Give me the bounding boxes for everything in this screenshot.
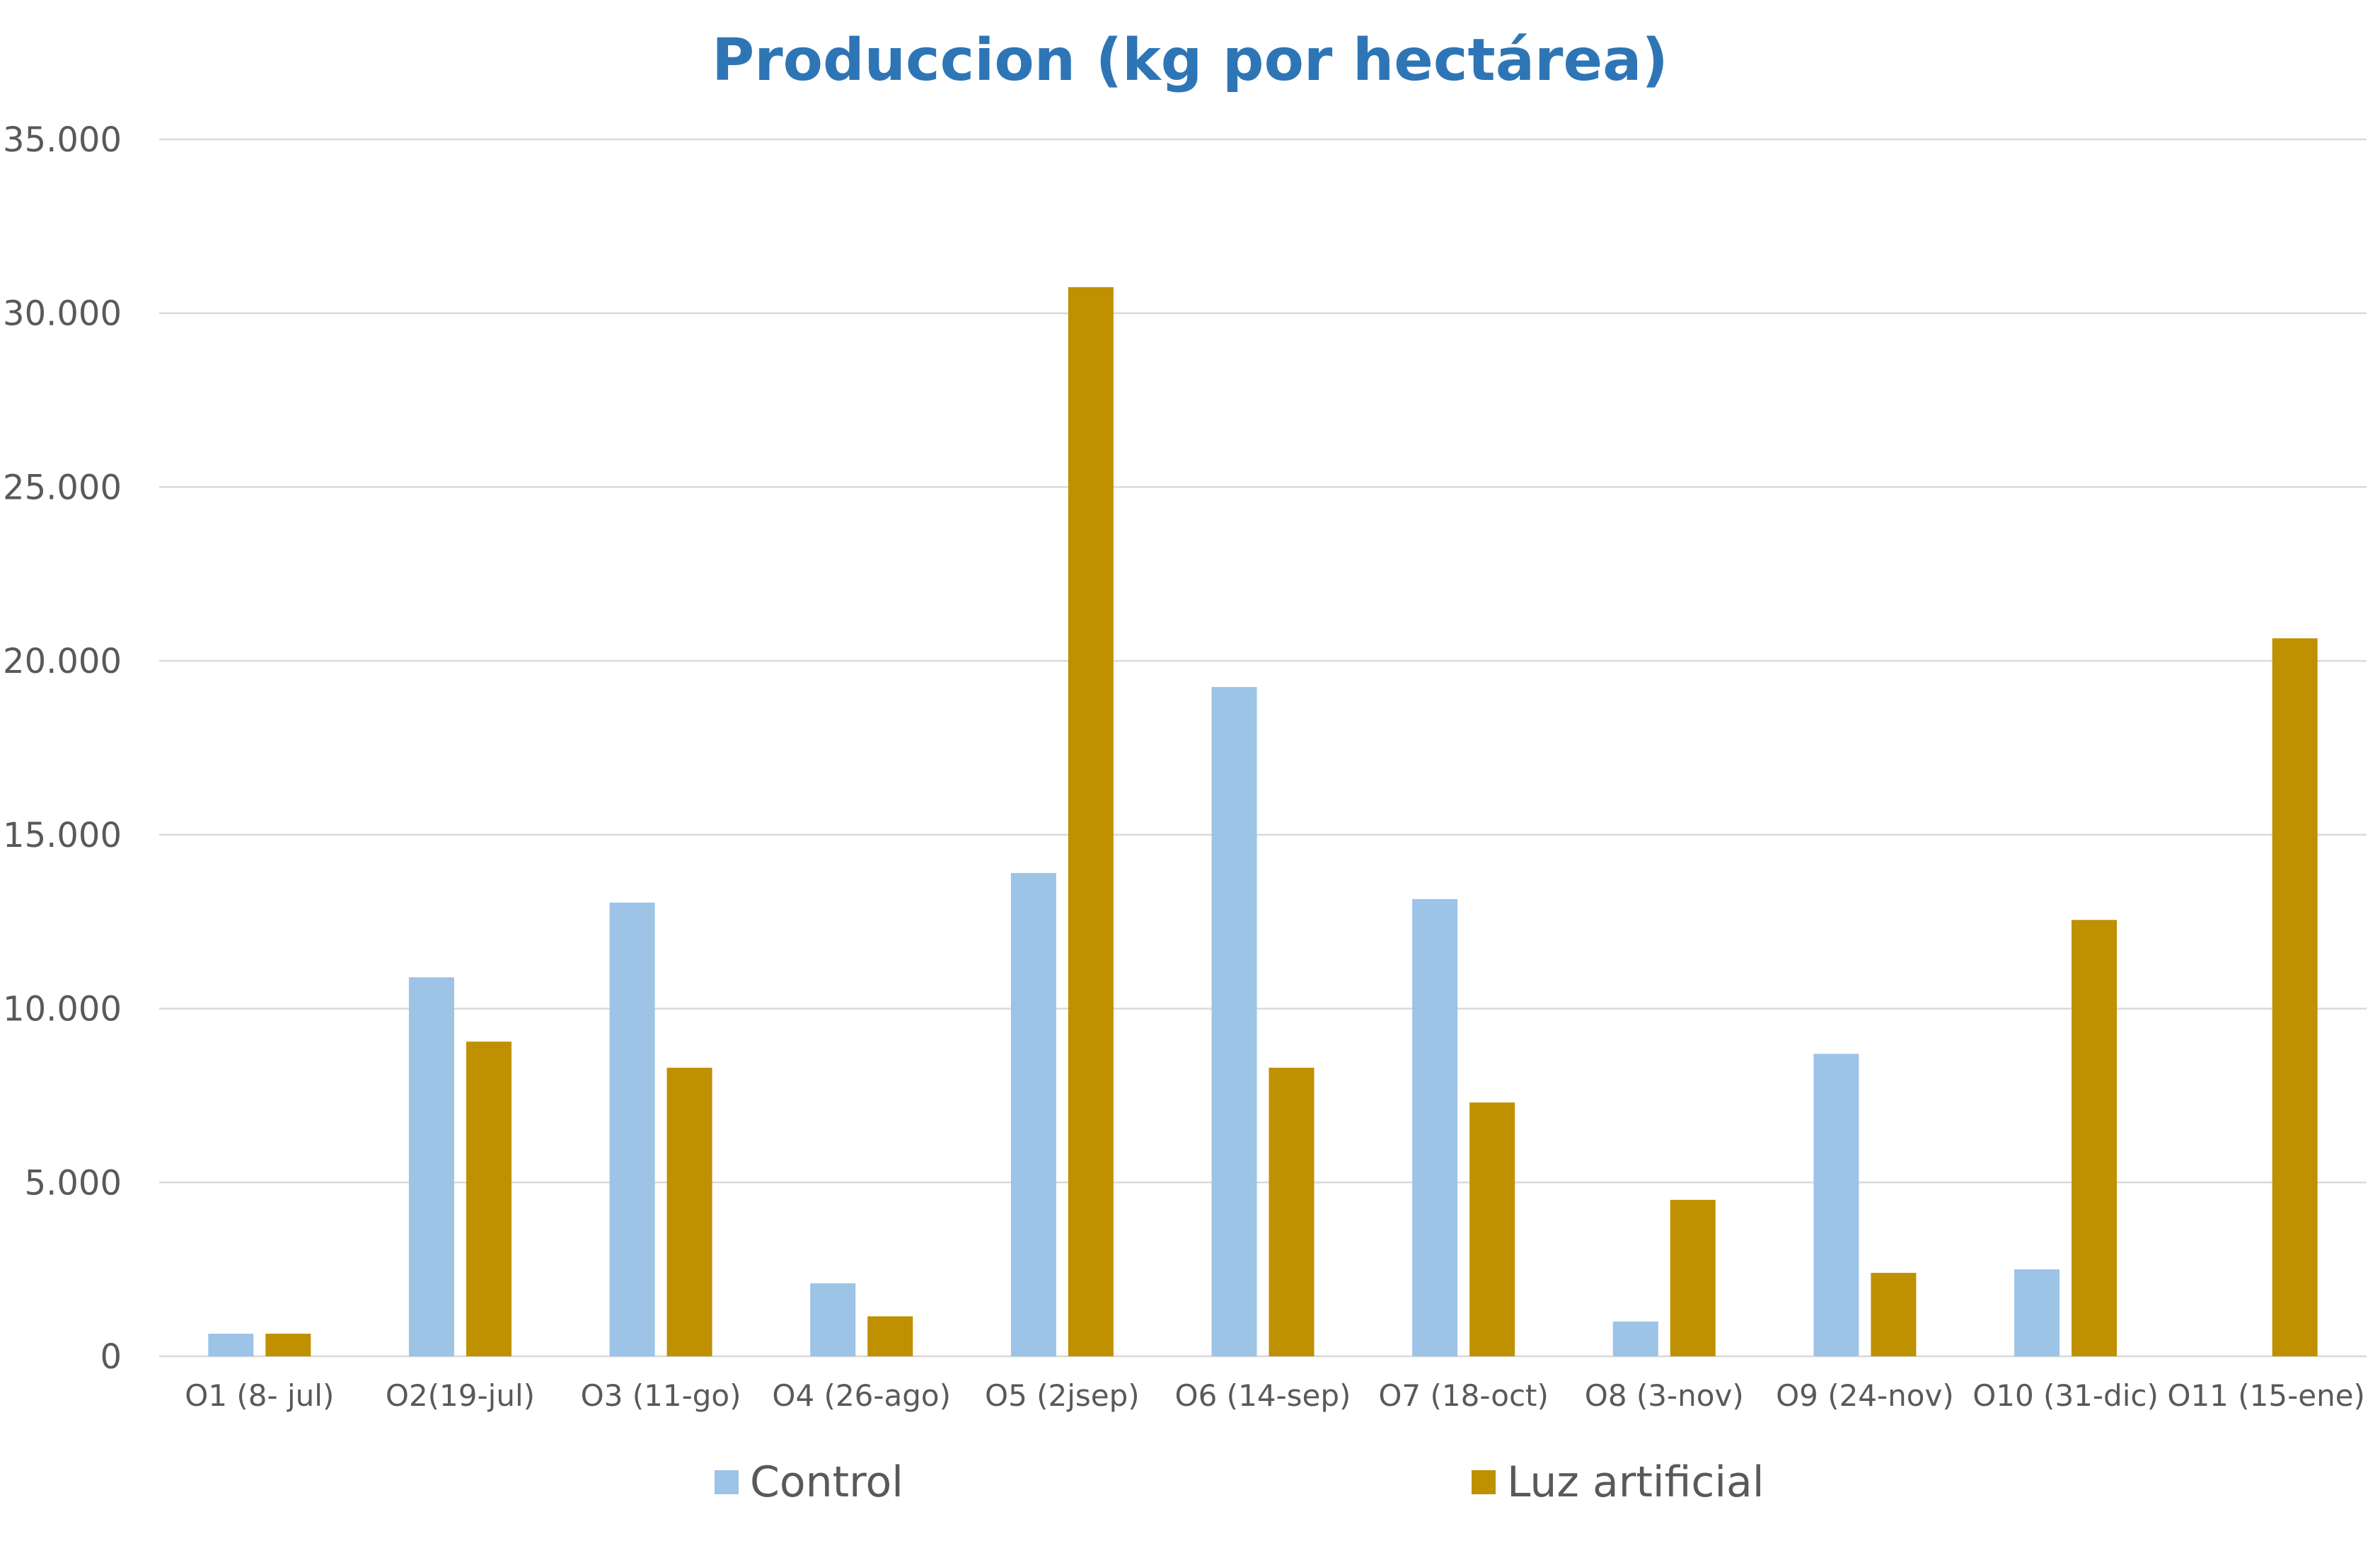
x-tick-label: O9 (24-nov) bbox=[1776, 1378, 1954, 1413]
bar-control bbox=[408, 977, 454, 1356]
x-tick-label: O8 (3-nov) bbox=[1585, 1378, 1744, 1413]
x-tick-label: O11 (15-ene) bbox=[2167, 1378, 2365, 1413]
bar-luz-artificial bbox=[265, 1334, 311, 1356]
legend-label-luz-artificial: Luz artificial bbox=[1507, 1457, 1764, 1507]
bar-control bbox=[1813, 1053, 1859, 1356]
x-tick-label: O7 (18-oct) bbox=[1378, 1378, 1549, 1413]
y-tick-label: 30.000 bbox=[3, 294, 122, 334]
x-tick-label: O6 (14-sep) bbox=[1175, 1378, 1351, 1413]
bar-control bbox=[1211, 687, 1257, 1356]
bar-luz-artificial bbox=[1269, 1068, 1315, 1356]
bar-control bbox=[1412, 899, 1458, 1356]
bar-control bbox=[609, 902, 655, 1356]
bar-luz-artificial bbox=[867, 1316, 913, 1356]
x-tick-label: O3 (11-go) bbox=[581, 1378, 741, 1413]
legend-item-control: Control bbox=[715, 1457, 903, 1507]
legend-swatch-luz-artificial bbox=[1472, 1470, 1496, 1494]
y-tick-label: 0 bbox=[100, 1337, 122, 1377]
x-tick-label: O4 (26-ago) bbox=[772, 1378, 951, 1413]
bar-control bbox=[810, 1283, 856, 1356]
bar-control bbox=[2014, 1269, 2060, 1356]
legend: Control Luz artificial bbox=[0, 1457, 2380, 1521]
y-tick-label: 10.000 bbox=[3, 990, 122, 1029]
legend-label-control: Control bbox=[750, 1457, 903, 1507]
chart-title: Produccion (kg por hectárea) bbox=[712, 27, 1668, 94]
x-tick-label: O2(19-jul) bbox=[386, 1378, 535, 1413]
y-tick-label: 15.000 bbox=[3, 816, 122, 855]
bar-luz-artificial bbox=[2072, 920, 2118, 1356]
bar-luz-artificial bbox=[1871, 1273, 1917, 1356]
bar-luz-artificial bbox=[2272, 638, 2318, 1356]
y-tick-label: 25.000 bbox=[3, 468, 122, 507]
y-tick-label: 20.000 bbox=[3, 642, 122, 681]
x-tick-label: O10 (31-dic) bbox=[1972, 1378, 2159, 1413]
bar-luz-artificial bbox=[1469, 1102, 1515, 1356]
bar-luz-artificial bbox=[666, 1068, 712, 1356]
bar-control bbox=[208, 1334, 254, 1356]
legend-swatch-control bbox=[715, 1470, 739, 1494]
bar-luz-artificial bbox=[1670, 1199, 1716, 1356]
bar-control bbox=[1612, 1321, 1658, 1356]
legend-item-luz-artificial: Luz artificial bbox=[1472, 1457, 1764, 1507]
y-tick-label: 5.000 bbox=[25, 1163, 122, 1203]
y-tick-label: 35.000 bbox=[3, 120, 122, 160]
bar-luz-artificial bbox=[1068, 287, 1114, 1356]
bar-luz-artificial bbox=[466, 1041, 512, 1356]
bar-control bbox=[1010, 872, 1056, 1356]
x-tick-label: O1 (8- jul) bbox=[185, 1378, 334, 1413]
x-tick-label: O5 (2jsep) bbox=[985, 1378, 1140, 1413]
